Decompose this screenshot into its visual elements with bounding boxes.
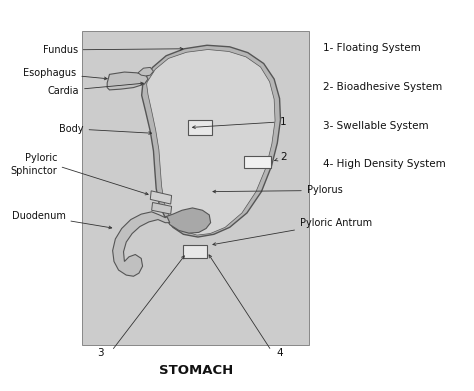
Polygon shape <box>142 45 281 237</box>
FancyBboxPatch shape <box>188 120 211 135</box>
FancyBboxPatch shape <box>244 156 271 168</box>
Text: Pyloric: Pyloric <box>25 153 57 163</box>
Text: 1- Floating System: 1- Floating System <box>323 43 420 53</box>
Text: 3: 3 <box>97 348 104 358</box>
Polygon shape <box>152 203 172 214</box>
Text: 3- Swellable System: 3- Swellable System <box>323 120 428 131</box>
Text: Pyloric Antrum: Pyloric Antrum <box>213 218 372 246</box>
Polygon shape <box>165 208 210 233</box>
Polygon shape <box>138 67 154 76</box>
Text: Sphinctor: Sphinctor <box>10 166 57 176</box>
Text: Fundus: Fundus <box>43 45 183 55</box>
Text: Esophagus: Esophagus <box>23 68 107 80</box>
Text: 2- Bioadhesive System: 2- Bioadhesive System <box>323 82 442 92</box>
Text: Body: Body <box>59 124 152 135</box>
FancyBboxPatch shape <box>183 245 207 258</box>
Text: STOMACH: STOMACH <box>158 364 233 377</box>
Text: 4: 4 <box>276 348 283 358</box>
Text: 1: 1 <box>192 117 286 129</box>
Polygon shape <box>146 50 275 235</box>
Polygon shape <box>113 212 170 276</box>
Text: 2: 2 <box>275 152 287 162</box>
Polygon shape <box>150 191 172 204</box>
Text: Cardia: Cardia <box>47 82 144 96</box>
Bar <box>82 30 309 345</box>
Polygon shape <box>107 72 148 90</box>
Text: Pylorus: Pylorus <box>213 185 343 196</box>
Text: 4- High Density System: 4- High Density System <box>323 160 446 169</box>
Text: Duodenum: Duodenum <box>11 211 112 229</box>
